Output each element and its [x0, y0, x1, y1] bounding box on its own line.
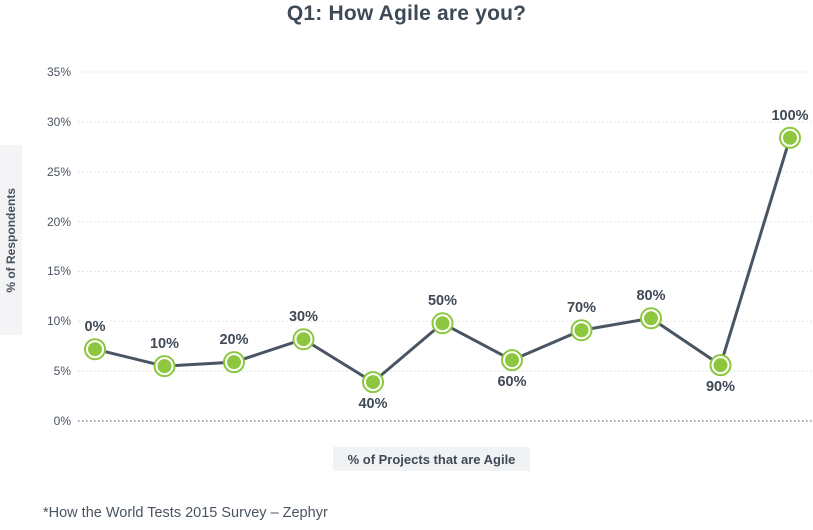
- data-point-label: 10%: [149, 336, 180, 353]
- data-point-marker[interactable]: [362, 371, 384, 394]
- data-point-marker[interactable]: [640, 307, 662, 330]
- x-axis-label: % of Projects that are Agile: [347, 451, 516, 467]
- y-tick-label: 30%: [46, 114, 71, 129]
- data-point-label: 0%: [84, 319, 106, 336]
- data-point-label: 80%: [636, 288, 666, 305]
- y-tick-label: 0%: [53, 414, 71, 428]
- data-point-label: 90%: [705, 379, 736, 396]
- data-point-marker[interactable]: [779, 126, 801, 149]
- data-point-label: 60%: [497, 374, 527, 391]
- data-point-label: 20%: [219, 332, 249, 349]
- y-tick-label: 15%: [46, 264, 71, 279]
- data-point-label: 50%: [427, 293, 458, 310]
- source-attribution: *How the World Tests 2015 Survey – Zephy…: [43, 505, 328, 521]
- data-point-marker[interactable]: [153, 355, 176, 378]
- data-point-marker[interactable]: [570, 319, 593, 342]
- data-point-label: 30%: [288, 309, 319, 326]
- y-tick-label: 20%: [46, 214, 71, 229]
- chart-title: Q1: How Agile are you?: [286, 2, 527, 25]
- data-point-label: 100%: [771, 107, 809, 124]
- x-axis-label-box: % of Projects that are Agile: [333, 447, 530, 471]
- data-point-marker[interactable]: [501, 349, 523, 372]
- data-point-marker[interactable]: [223, 351, 245, 374]
- y-tick-label: 5%: [53, 364, 71, 379]
- y-tick-label: 25%: [46, 164, 71, 179]
- data-point-marker[interactable]: [709, 354, 732, 377]
- data-point-marker[interactable]: [431, 312, 454, 335]
- data-point-marker[interactable]: [292, 328, 315, 351]
- y-tick-label: 10%: [46, 314, 71, 329]
- y-axis-label-band: % of Respondents: [0, 145, 22, 335]
- data-point-marker[interactable]: [84, 338, 106, 361]
- y-tick-label: 35%: [46, 65, 71, 79]
- series-line: [94, 137, 792, 384]
- data-point-label: 70%: [566, 300, 597, 317]
- data-point-label: 40%: [358, 396, 388, 413]
